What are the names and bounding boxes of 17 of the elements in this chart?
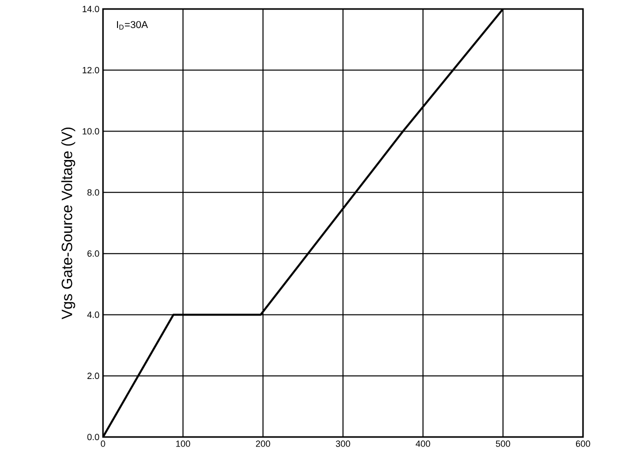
- annotation: I$_{D}$=30A: [117, 21, 148, 30]
- y-tick-label: 8.0: [87, 189, 100, 196]
- y-tick-label: 6.0: [87, 250, 100, 257]
- x-tick-label: 100: [176, 440, 190, 447]
- y-tick-label: 2.0: [87, 372, 100, 380]
- x-tick-label: 500: [496, 440, 510, 447]
- y-tick-label: 4.0: [87, 312, 100, 318]
- x-tick-label: 600: [576, 440, 590, 447]
- y-axis-title: Vgs Gate-Source Voltage (V): [61, 128, 76, 320]
- y-tick-label: 14.0: [82, 6, 100, 12]
- x-tick-label: 0: [100, 440, 106, 447]
- x-tick-label: 200: [256, 440, 270, 447]
- y-tick-label: 0.0: [87, 434, 100, 440]
- y-tick-label: 12.0: [82, 66, 100, 74]
- x-tick-label: 300: [336, 440, 350, 447]
- x-tick-label: 400: [416, 440, 430, 447]
- y-tick-label: 10.0: [82, 128, 100, 134]
